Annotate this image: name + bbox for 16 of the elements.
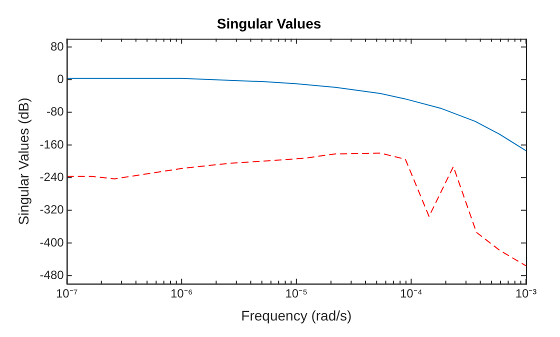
x-tick-label: 10⁻⁵ <box>285 286 308 300</box>
y-tick-label: -400 <box>40 235 64 250</box>
y-tick-label: -240 <box>40 170 64 184</box>
x-axis-title: Frequency (rad/s) <box>241 307 352 324</box>
y-tick-label: -160 <box>40 137 64 152</box>
y-tick-label: -480 <box>40 268 64 282</box>
y-axis-title: Singular Values (dB) <box>15 98 32 225</box>
y-tick-label: 0 <box>57 72 64 86</box>
x-tick-label: 10⁻⁴ <box>400 286 422 300</box>
y-tick-label: -320 <box>40 202 64 217</box>
y-tick-label: 80 <box>50 39 64 54</box>
x-tick-label: 10⁻⁷ <box>56 286 78 300</box>
x-tick-label: 10⁻³ <box>515 286 537 300</box>
chart-title: Singular Values <box>216 15 322 32</box>
y-tick-label: -80 <box>46 104 64 119</box>
x-tick-label: 10⁻⁶ <box>170 286 193 300</box>
